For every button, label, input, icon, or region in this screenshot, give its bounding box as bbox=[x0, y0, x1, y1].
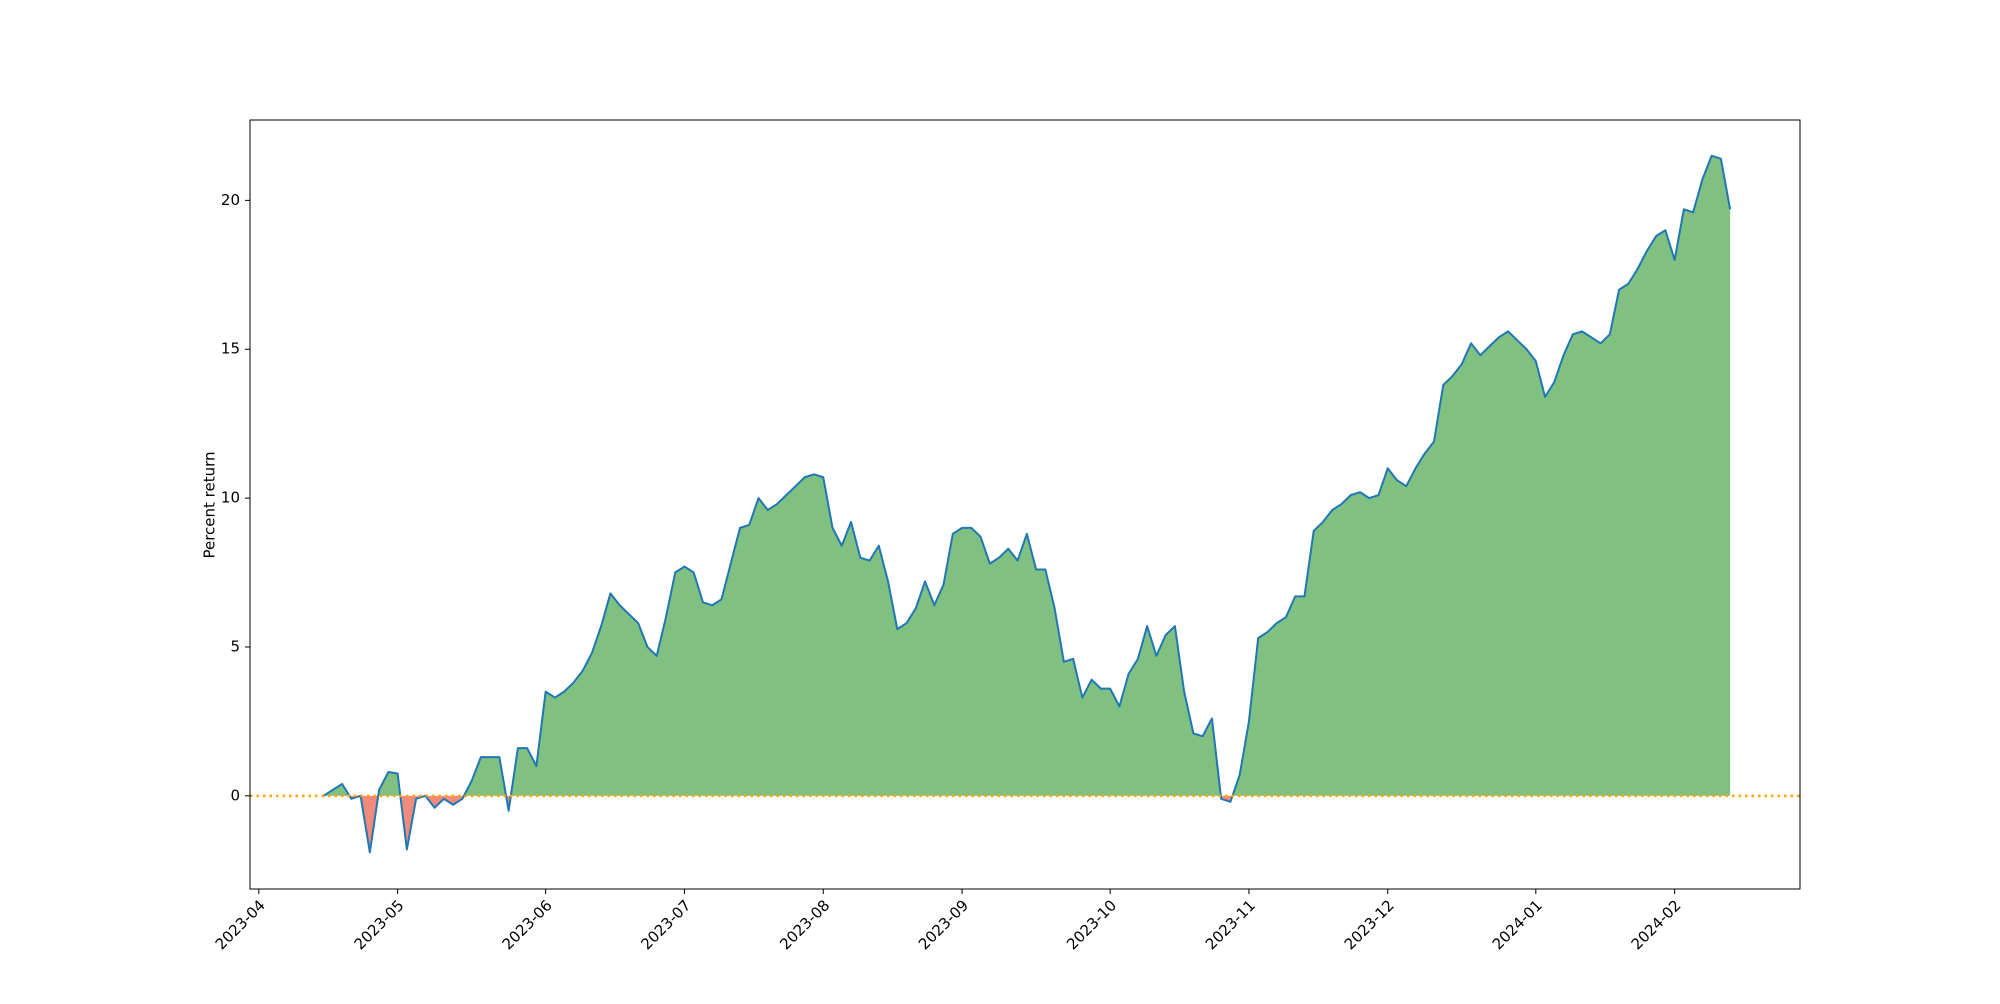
y-tick-label: 20 bbox=[221, 191, 240, 209]
x-tick-label: 2023-10 bbox=[1063, 896, 1120, 953]
x-tick-label: 2023-07 bbox=[637, 896, 694, 953]
y-tick-label: 15 bbox=[221, 340, 240, 358]
y-tick-label: 10 bbox=[221, 489, 240, 507]
series-line bbox=[323, 154, 1732, 854]
positive-area bbox=[323, 155, 1731, 796]
x-tick-label: 2024-02 bbox=[1628, 896, 1685, 953]
x-tick-label: 2023-04 bbox=[212, 896, 269, 953]
x-tick-label: 2023-05 bbox=[351, 896, 408, 953]
y-tick-label: 5 bbox=[230, 637, 240, 655]
x-tick-label: 2024-01 bbox=[1489, 896, 1546, 953]
plot-frame bbox=[249, 119, 1801, 890]
x-tick-label: 2023-12 bbox=[1341, 896, 1398, 953]
y-tick-label: 0 bbox=[230, 786, 240, 804]
y-axis-label: Percent return bbox=[201, 451, 219, 558]
x-tick-label: 2023-11 bbox=[1202, 896, 1259, 953]
x-tick-label: 2023-08 bbox=[776, 896, 833, 953]
x-tick-label: 2023-06 bbox=[499, 896, 556, 953]
x-tick-label: 2023-09 bbox=[915, 896, 972, 953]
